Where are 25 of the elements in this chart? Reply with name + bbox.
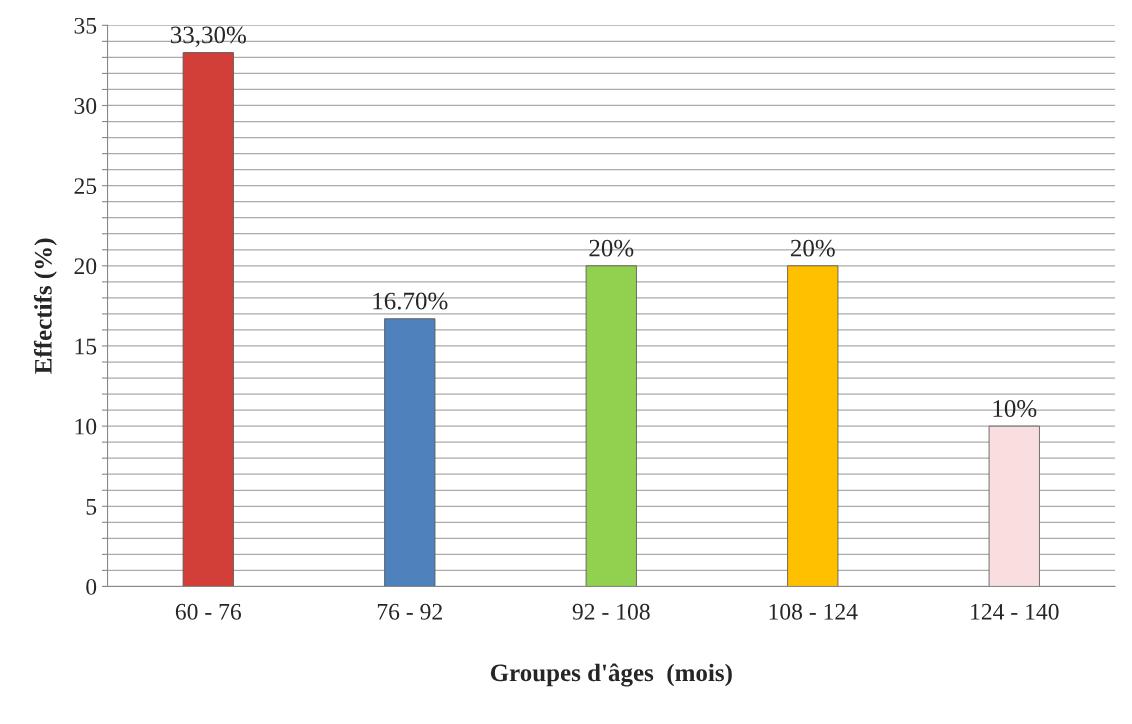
data-label: 10% <box>993 400 1037 417</box>
x-tick-label: 124 - 140 <box>971 603 1059 620</box>
y-tick-label: 10 <box>75 418 97 435</box>
bar <box>182 52 234 587</box>
bar <box>384 318 436 587</box>
y-tick-label: 20 <box>74 258 97 275</box>
y-tick-label: 15 <box>75 338 97 355</box>
bar <box>585 265 637 587</box>
x-tick-label: 92 - 108 <box>572 603 650 620</box>
data-label: 33,30% <box>170 26 246 47</box>
x-tick-label: 60 - 76 <box>175 603 242 620</box>
y-tick-label: 5 <box>86 499 97 515</box>
y-tick-label: 25 <box>74 178 97 195</box>
y-tick-label: 30 <box>74 97 97 114</box>
bar <box>988 425 1040 587</box>
data-label: 20% <box>790 239 835 257</box>
data-label: 20% <box>589 239 634 257</box>
y-tick-label: 0 <box>86 578 97 595</box>
x-tick-label: 108 - 124 <box>769 603 858 620</box>
y-axis-title: Effectifs (%) <box>33 238 57 374</box>
data-label: 16.70% <box>373 292 448 310</box>
x-tick-label: 76 - 92 <box>377 603 442 620</box>
x-axis-title: Groupes d'âges (mois) <box>490 663 732 687</box>
y-tick-label: 35 <box>74 17 97 34</box>
bar <box>787 265 839 587</box>
